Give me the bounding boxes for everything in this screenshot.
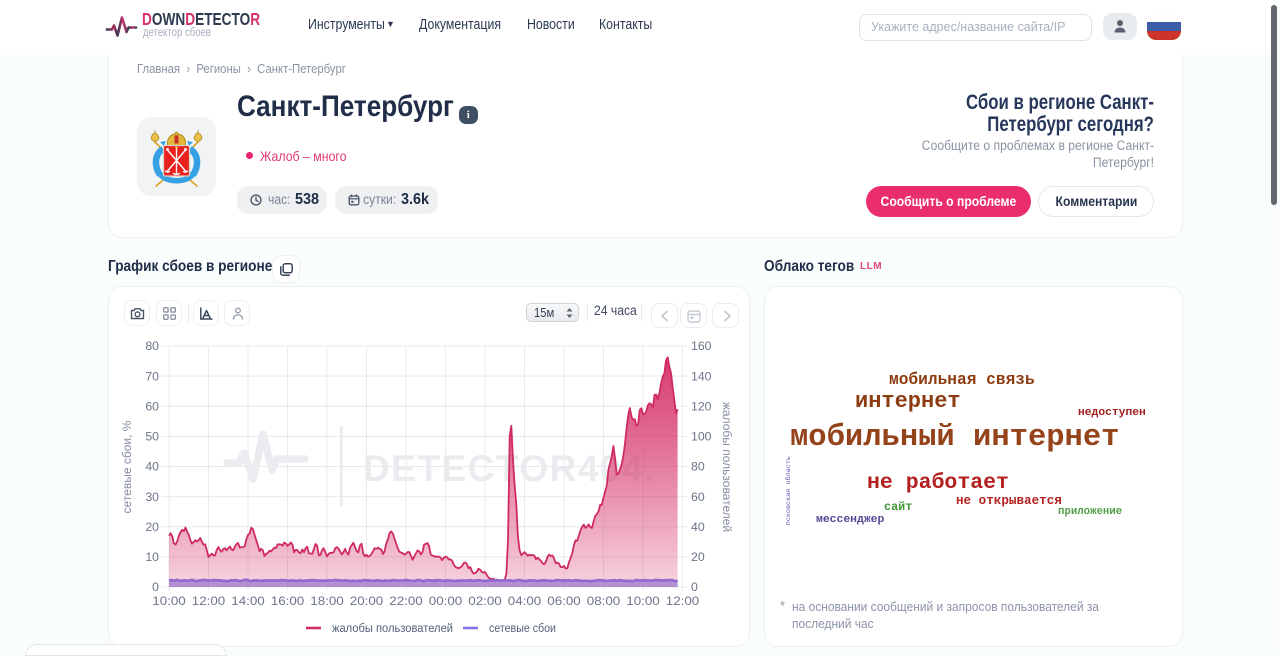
svg-text:20: 20: [145, 520, 159, 534]
svg-text:00:00: 00:00: [429, 594, 463, 608]
svg-text:50: 50: [145, 430, 159, 444]
svg-text:120: 120: [691, 400, 712, 414]
svg-text:40: 40: [691, 520, 705, 534]
svg-text:80: 80: [691, 460, 705, 474]
svg-text:02:00: 02:00: [468, 594, 502, 608]
svg-text:10:00: 10:00: [626, 594, 660, 608]
svg-text:100: 100: [691, 430, 712, 444]
svg-text:160: 160: [691, 339, 712, 353]
svg-text:60: 60: [145, 400, 159, 414]
svg-text:16:00: 16:00: [271, 594, 305, 608]
svg-text:0: 0: [152, 580, 159, 594]
svg-text:22:00: 22:00: [389, 594, 423, 608]
svg-text:жалобы пользователей: жалобы пользователей: [720, 402, 734, 532]
svg-text:сетевые сбои, %: сетевые сбои, %: [120, 420, 134, 513]
svg-text:06:00: 06:00: [547, 594, 581, 608]
svg-text:14:00: 14:00: [231, 594, 265, 608]
svg-text:20: 20: [691, 550, 705, 564]
svg-text:12:00: 12:00: [192, 594, 226, 608]
svg-text:80: 80: [145, 339, 159, 353]
svg-text:18:00: 18:00: [310, 594, 344, 608]
svg-text:40: 40: [145, 460, 159, 474]
svg-text:жалобы пользователей: жалобы пользователей: [332, 621, 453, 635]
svg-text:70: 70: [145, 369, 159, 383]
svg-text:сетевые сбои: сетевые сбои: [489, 621, 556, 635]
svg-text:0: 0: [691, 580, 698, 594]
svg-text:08:00: 08:00: [587, 594, 621, 608]
svg-text:30: 30: [145, 490, 159, 504]
svg-text:12:00: 12:00: [666, 594, 700, 608]
svg-text:20:00: 20:00: [350, 594, 384, 608]
svg-text:140: 140: [691, 369, 712, 383]
svg-text:10:00: 10:00: [152, 594, 186, 608]
svg-text:04:00: 04:00: [508, 594, 542, 608]
svg-text:10: 10: [145, 550, 159, 564]
svg-text:60: 60: [691, 490, 705, 504]
